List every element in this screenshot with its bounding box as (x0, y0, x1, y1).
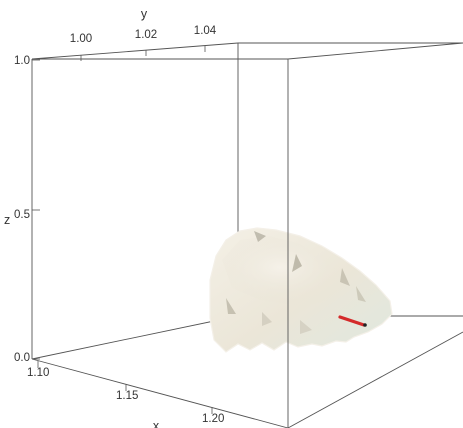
box-edge (287, 42, 463, 60)
x-tick-label: 1.20 (202, 413, 224, 425)
red-curve (338, 315, 366, 327)
surface-facet (254, 231, 266, 242)
surface-facet (226, 298, 236, 314)
box-edge (287, 331, 463, 428)
z-tick-label: 0.0 (14, 352, 30, 364)
surface (209, 227, 393, 353)
surface-facet (262, 312, 272, 326)
x-axis-label: x (153, 419, 160, 428)
tick-marks (32, 46, 213, 414)
x-tick-label: 1.10 (27, 367, 49, 379)
curve-group (338, 315, 367, 327)
surface-highlight (222, 236, 350, 306)
y-tick-label: 1.02 (135, 29, 157, 41)
curve-point (363, 323, 367, 327)
surface-facet (340, 268, 350, 286)
z-tick-label: 1.0 (14, 55, 30, 67)
box-edge (31, 315, 239, 360)
y-tick-label: 1.00 (70, 33, 92, 45)
box-front-edges (31, 42, 463, 428)
y-axis-label: y (141, 7, 148, 21)
surface-facet (292, 254, 302, 272)
surface-facet (356, 286, 366, 302)
box-edge (31, 42, 239, 60)
y-tick-label: 1.04 (194, 25, 217, 37)
tick-labels: 1.0 0.5 0.0 1.00 1.02 1.04 1.10 1.15 1.2… (14, 25, 224, 425)
surface-facet (300, 320, 312, 334)
x-tick-label: 1.15 (116, 390, 138, 402)
axis-labels: y z x (4, 7, 160, 428)
z-tick-label: 0.5 (14, 209, 30, 221)
z-axis-label: z (4, 213, 10, 227)
box-edge (31, 358, 289, 428)
